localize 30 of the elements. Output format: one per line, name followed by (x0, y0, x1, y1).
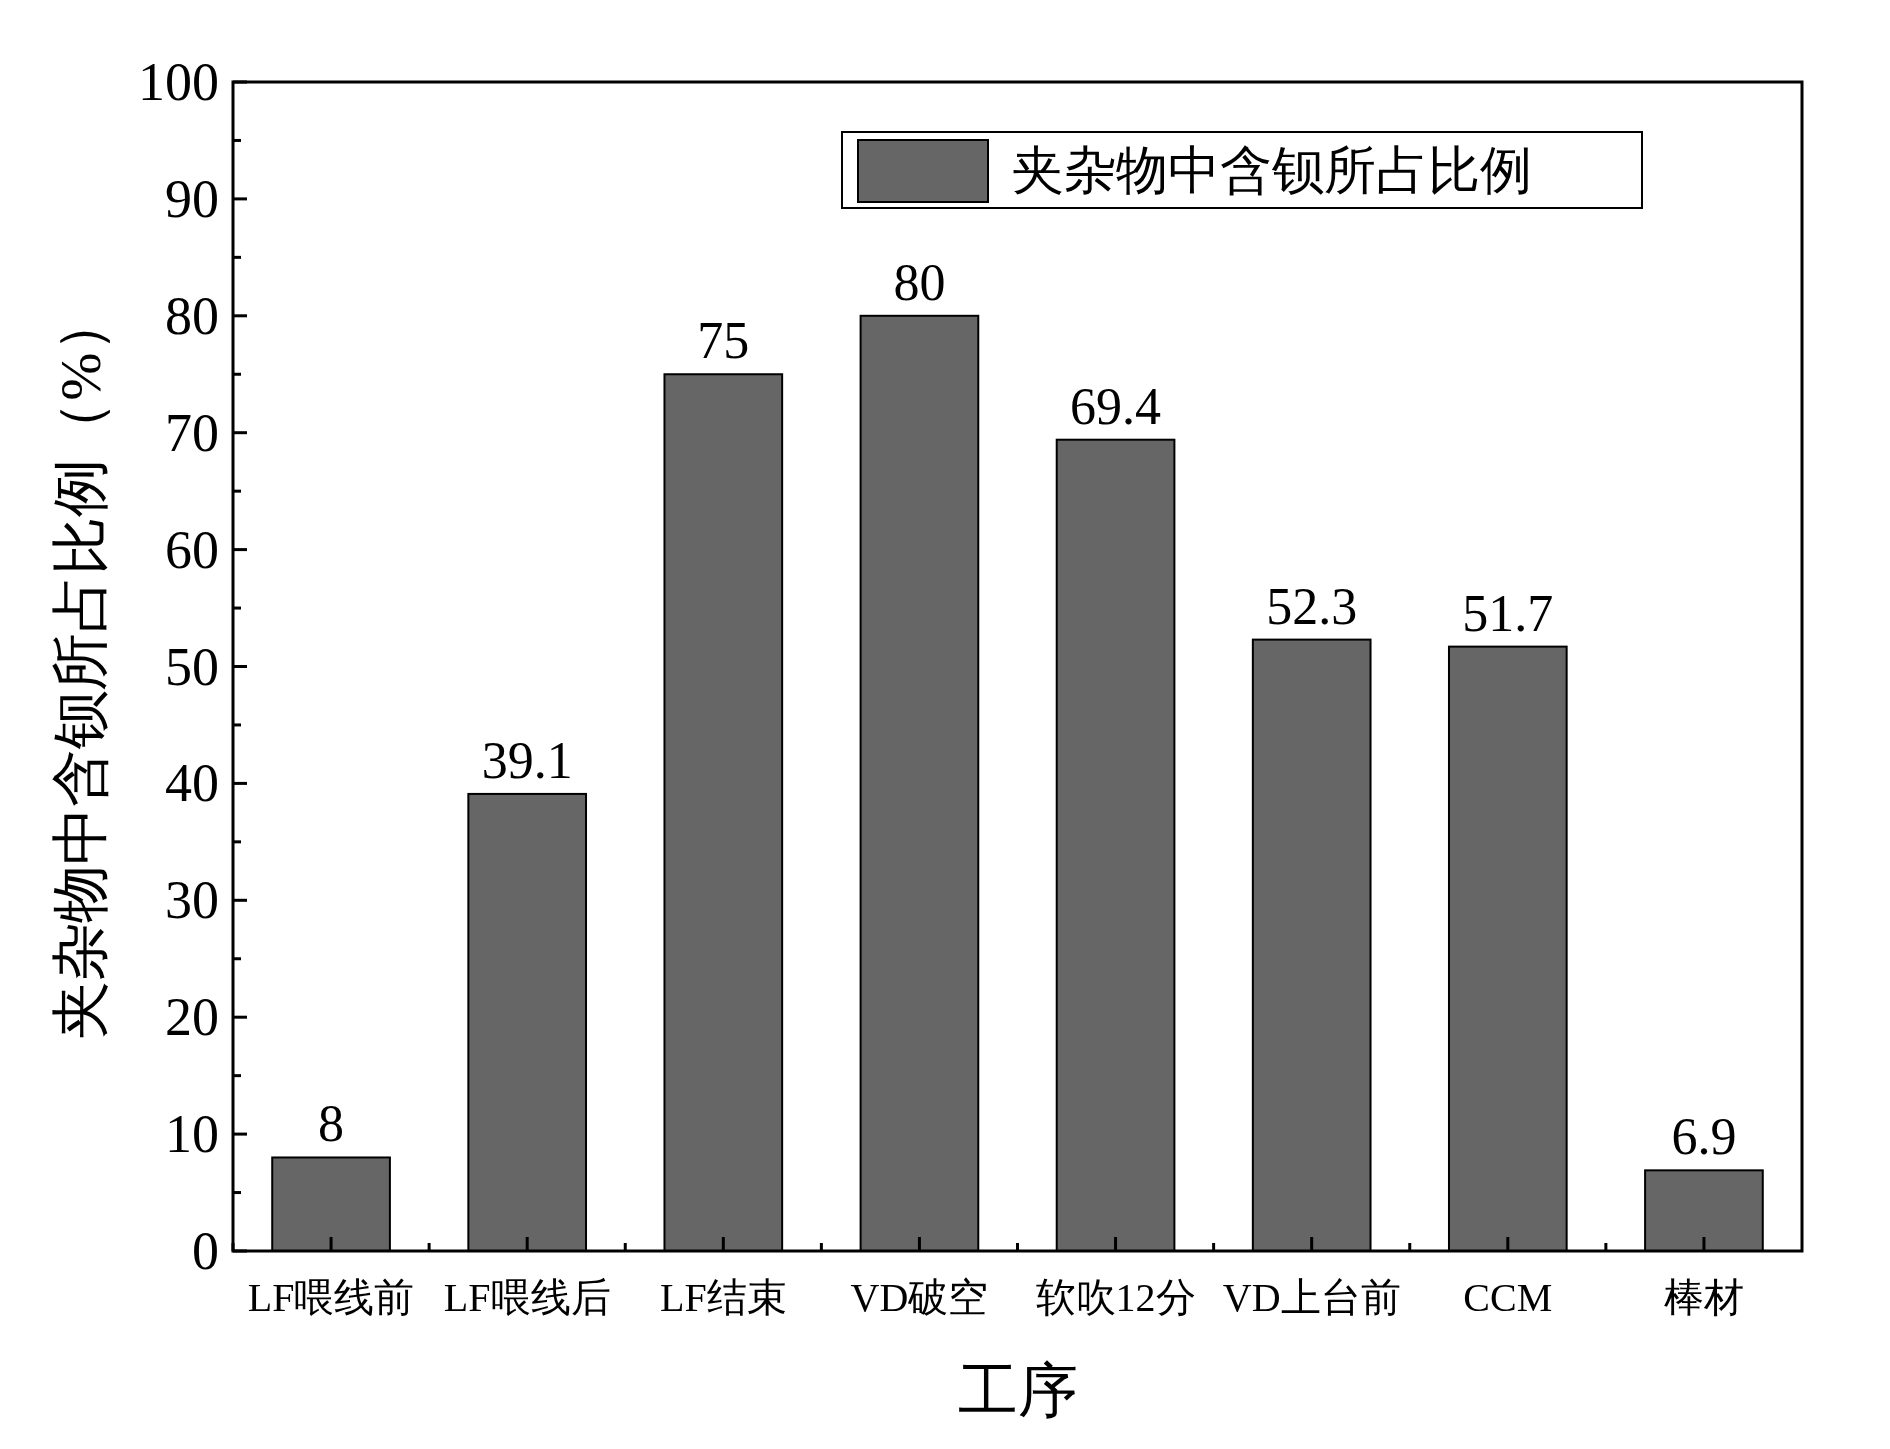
data-label: 6.9 (1671, 1108, 1737, 1166)
y-tick-label: 90 (165, 168, 219, 229)
data-label: 80 (893, 253, 946, 311)
y-tick-label: 30 (165, 870, 219, 931)
y-tick-label: 20 (165, 987, 219, 1048)
data-label: 8 (318, 1095, 345, 1153)
y-tick-label: 70 (165, 402, 219, 463)
y-tick-label: 0 (192, 1221, 219, 1281)
legend-label: 夹杂物中含钡所占比例 (1012, 142, 1532, 199)
data-label: 75 (697, 312, 750, 370)
x-tick-label: 软吹12分 (1035, 1275, 1196, 1320)
x-tick-label: CCM (1463, 1275, 1553, 1320)
x-tick-label: LF喂线前 (247, 1275, 415, 1320)
data-label: 39.1 (481, 731, 573, 789)
x-axis-title: 工序 (957, 1358, 1078, 1424)
y-tick-label: 100 (138, 52, 219, 112)
x-tick-label: 棒材 (1663, 1275, 1744, 1320)
y-tick-label: 10 (165, 1104, 219, 1165)
x-tick-label: LF结束 (659, 1275, 787, 1320)
x-tick-label: VD破空 (850, 1275, 989, 1320)
y-tick-label: 60 (165, 519, 219, 580)
y-tick-label: 40 (165, 753, 219, 814)
y-axis-title: 夹杂物中含钡所占比例（%） (48, 294, 113, 1039)
y-tick-label: 80 (165, 285, 219, 346)
data-label: 69.4 (1070, 377, 1162, 435)
x-tick-label: VD上台前 (1222, 1275, 1401, 1320)
data-label: 52.3 (1266, 577, 1358, 635)
y-tick-label: 50 (165, 636, 219, 697)
data-label: 51.7 (1462, 584, 1554, 642)
x-tick-label: LF喂线后 (443, 1275, 611, 1320)
